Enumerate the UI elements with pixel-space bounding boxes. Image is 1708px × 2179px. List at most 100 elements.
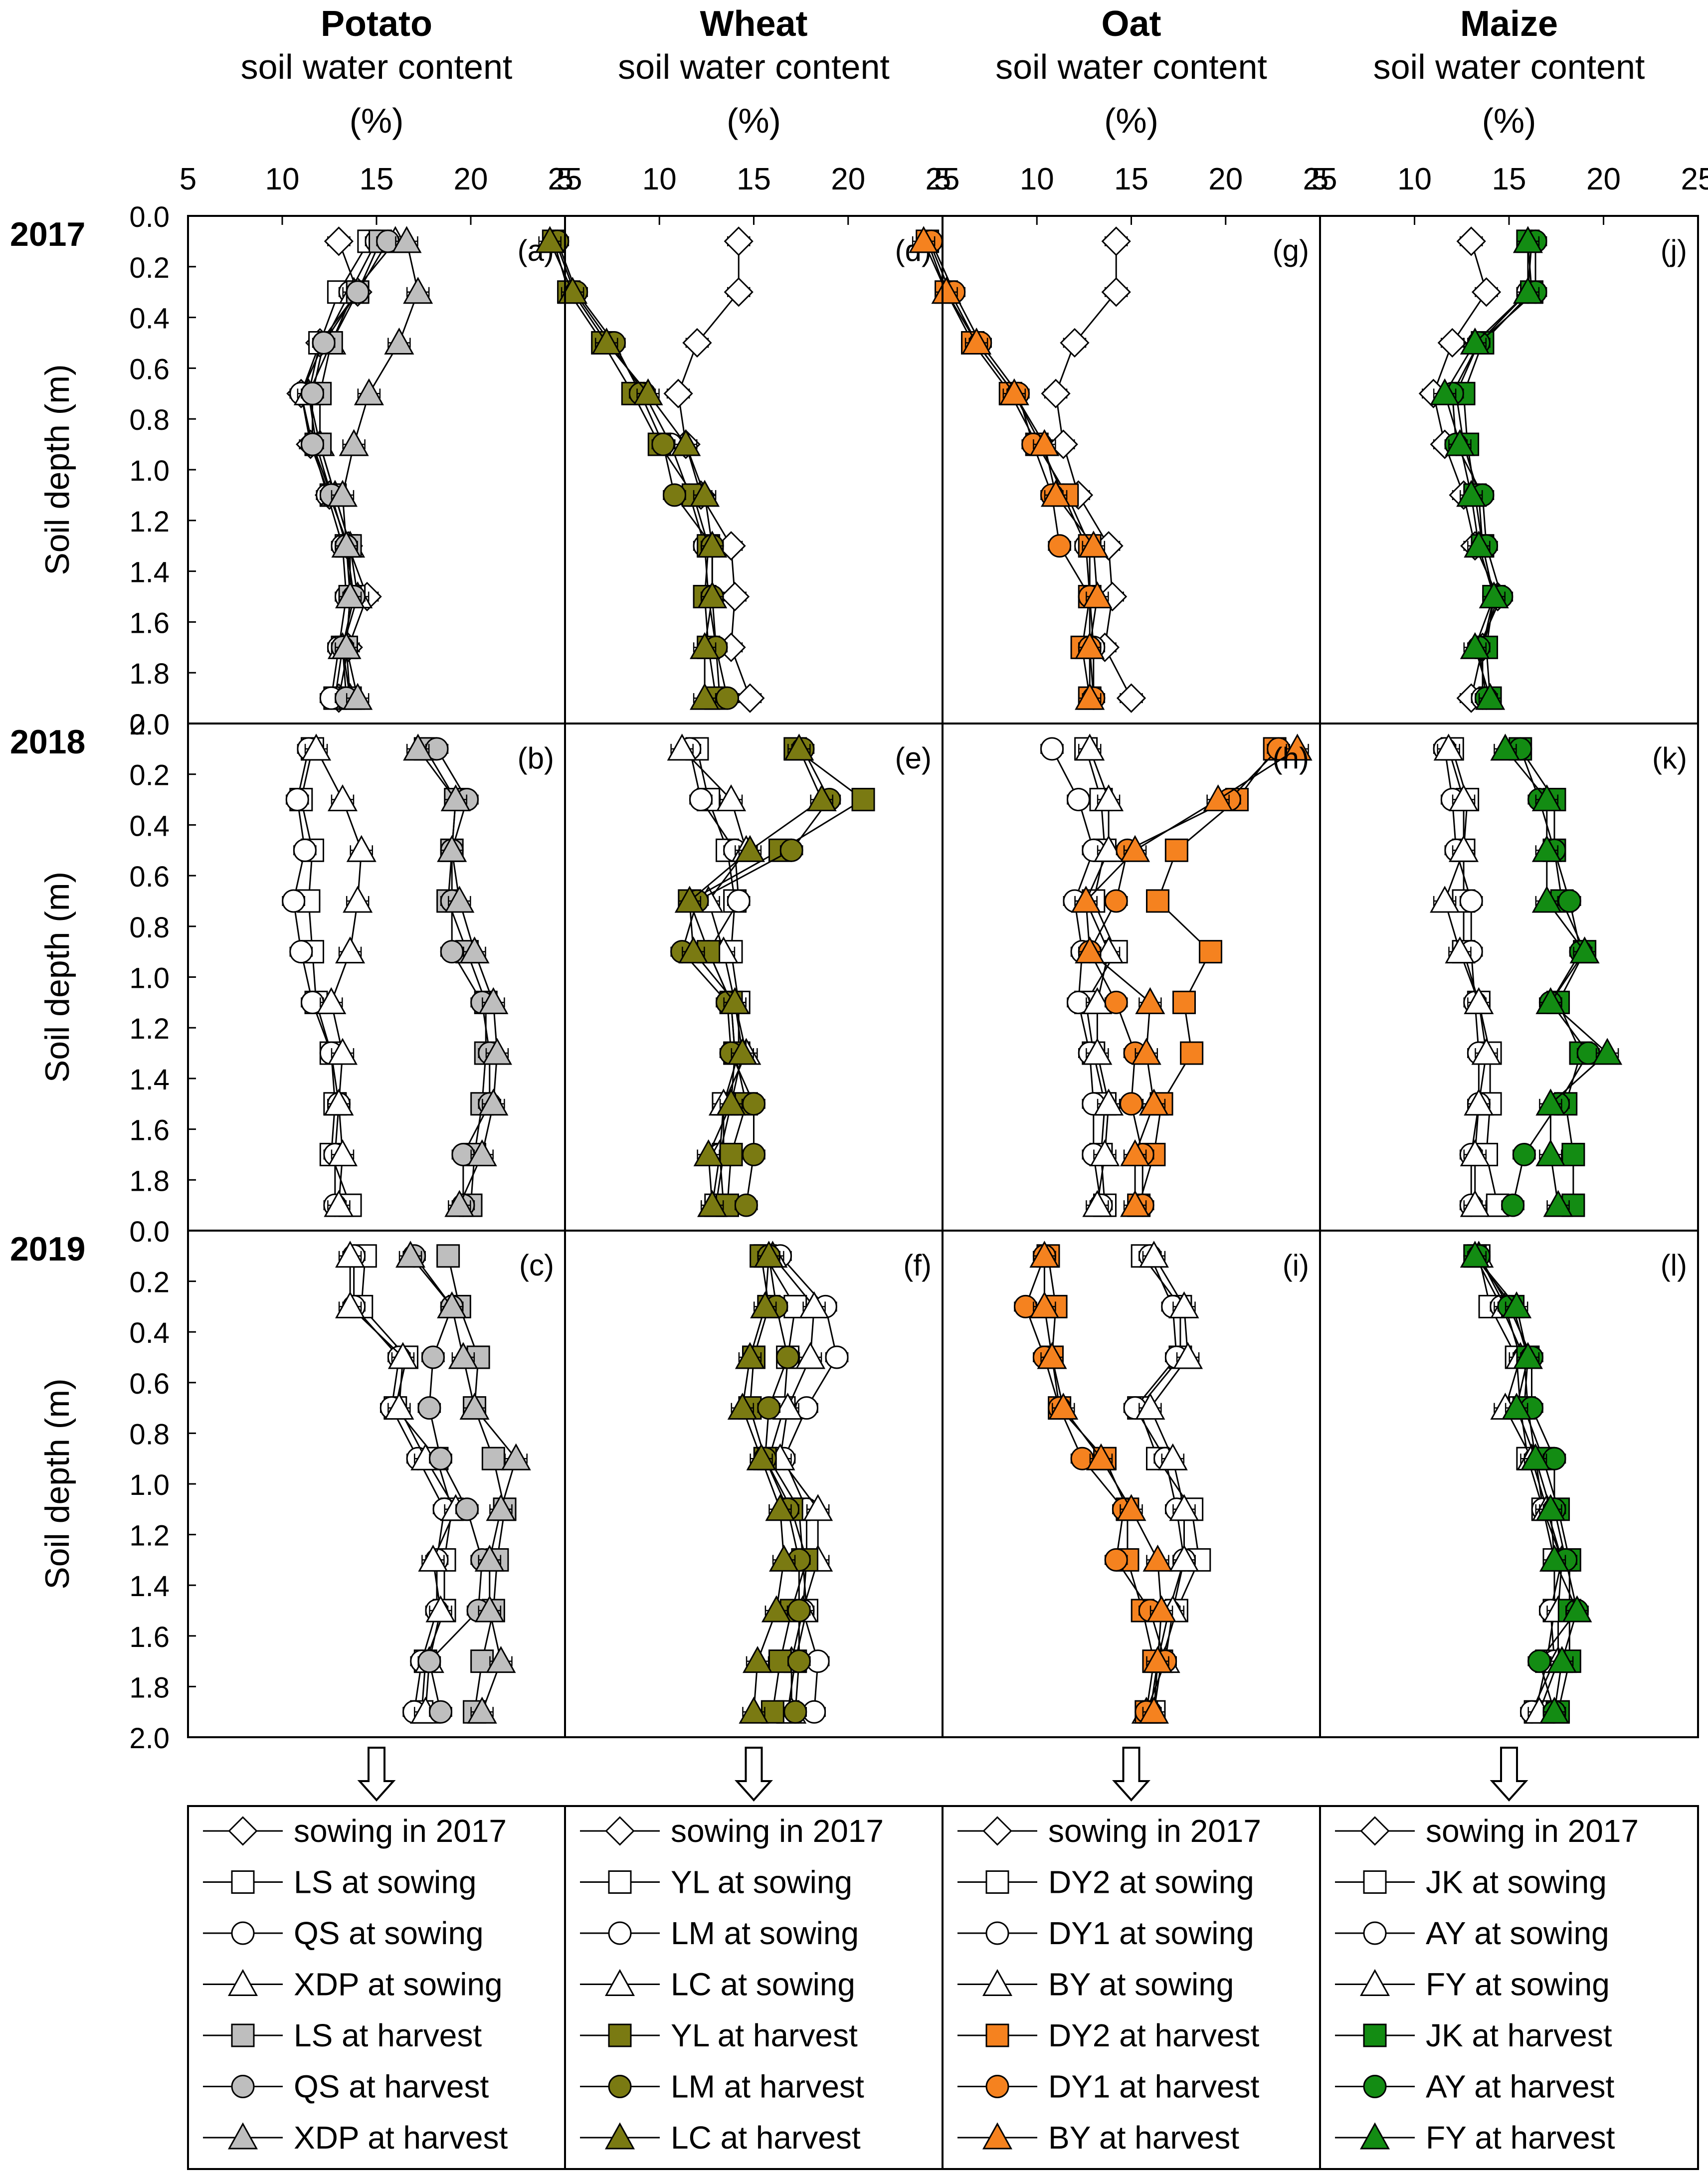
series-line bbox=[308, 241, 370, 699]
data-point-diamond bbox=[1116, 683, 1146, 713]
data-point-triangle bbox=[1535, 1089, 1566, 1116]
series-line bbox=[681, 748, 830, 1206]
data-point-triangle bbox=[690, 632, 720, 659]
x-axis-label: soil water content bbox=[241, 47, 513, 86]
y-tick-label: 1.4 bbox=[129, 1064, 170, 1096]
x-tick-label: 10 bbox=[1020, 162, 1054, 196]
y-axis-label: Soil depth (m) bbox=[38, 364, 76, 575]
data-point-triangle bbox=[727, 1038, 758, 1065]
data-point-triangle bbox=[1142, 1646, 1173, 1673]
data-point-circle bbox=[289, 940, 313, 964]
data-point-square bbox=[851, 788, 875, 812]
data-point-triangle bbox=[327, 1038, 358, 1065]
data-point-triangle bbox=[335, 1291, 366, 1318]
data-point-triangle bbox=[1430, 886, 1460, 913]
legend-item-label: BY at sowing bbox=[1048, 1967, 1234, 2002]
series-line bbox=[342, 241, 419, 699]
data-point-triangle bbox=[331, 632, 362, 659]
data-point-triangle bbox=[1535, 1139, 1566, 1166]
series-line bbox=[764, 1256, 807, 1712]
data-point-circle bbox=[787, 1599, 811, 1623]
series-line bbox=[319, 241, 381, 699]
data-point-triangle bbox=[1433, 733, 1464, 761]
legend-item-label: LM at harvest bbox=[671, 2069, 864, 2105]
data-point-triangle bbox=[803, 1494, 833, 1521]
legend-marker-triangle bbox=[604, 2122, 635, 2150]
x-tick-label: 25 bbox=[1681, 162, 1708, 196]
legend-item-label: QS at harvest bbox=[294, 2069, 489, 2105]
x-tick-label: 15 bbox=[1492, 162, 1526, 196]
series-line bbox=[293, 748, 340, 1206]
data-point-triangle bbox=[1094, 784, 1124, 812]
data-point-circle bbox=[1040, 737, 1064, 761]
data-point-triangle bbox=[327, 1139, 358, 1166]
panel-label: (g) bbox=[1273, 234, 1309, 267]
legend-marker-triangle bbox=[227, 2122, 258, 2150]
data-point-triangle bbox=[1490, 733, 1520, 761]
legend-item-label: JK at harvest bbox=[1426, 2017, 1612, 2053]
y-tick-label: 1.6 bbox=[129, 607, 170, 639]
data-point-circle bbox=[783, 1700, 807, 1724]
data-point-triangle bbox=[1445, 936, 1475, 964]
data-point-triangle bbox=[716, 1089, 747, 1116]
crop-title-wheat: Wheat bbox=[700, 4, 808, 44]
series-line bbox=[696, 748, 740, 1206]
data-point-triangle bbox=[1086, 1443, 1116, 1470]
data-point-triangle bbox=[1029, 1241, 1060, 1268]
x-tick-label: 10 bbox=[642, 162, 677, 196]
data-point-triangle bbox=[1135, 987, 1165, 1014]
series-line bbox=[929, 241, 1095, 699]
panel-oat-2018: (h) bbox=[1040, 733, 1313, 1217]
data-point-triangle bbox=[387, 1342, 418, 1369]
series-line bbox=[1478, 1256, 1578, 1712]
data-point-circle bbox=[779, 838, 803, 862]
data-point-triangle bbox=[1029, 1291, 1060, 1318]
data-point-triangle bbox=[1513, 277, 1543, 304]
data-point-triangle bbox=[806, 784, 837, 812]
x-tick-label: 20 bbox=[454, 162, 488, 196]
data-point-triangle bbox=[391, 226, 422, 253]
legend-maize: sowing in 2017 JK at sowing AY at sowing FY… bbox=[1335, 1813, 1639, 2156]
data-point-triangle bbox=[1539, 1696, 1570, 1724]
legend-item-label: AY at harvest bbox=[1426, 2069, 1615, 2105]
legend-item-label: LM at sowing bbox=[671, 1915, 859, 1951]
data-point-triangle bbox=[440, 784, 471, 812]
data-point-triangle bbox=[1078, 531, 1109, 558]
legend-wheat: sowing in 2017 YL at sowing LM at sowing LC… bbox=[580, 1813, 884, 2156]
series-line bbox=[436, 748, 491, 1206]
data-point-triangle bbox=[403, 277, 433, 304]
series-line bbox=[409, 1255, 517, 1712]
panel-label: (b) bbox=[518, 741, 554, 775]
data-point-triangle bbox=[1094, 1089, 1124, 1116]
y-tick-label: 1.6 bbox=[129, 1621, 170, 1653]
legend-item-label: BY at harvest bbox=[1048, 2120, 1239, 2156]
legend-item-label: DY1 at sowing bbox=[1048, 1915, 1254, 1951]
y-tick-label: 1.6 bbox=[129, 1114, 170, 1147]
data-point-triangle bbox=[1075, 936, 1105, 964]
y-tick-label: 0.0 bbox=[129, 1216, 170, 1248]
data-point-triangle bbox=[1075, 733, 1105, 761]
data-point-circle bbox=[1501, 1193, 1525, 1217]
data-point-circle bbox=[417, 1396, 441, 1420]
data-point-triangle bbox=[384, 1393, 414, 1420]
y-tick-label: 1.4 bbox=[129, 1570, 170, 1603]
legend-marker-circle bbox=[608, 2075, 632, 2098]
y-tick-label: 2.0 bbox=[129, 709, 170, 741]
legend-item-label: sowing in 2017 bbox=[1048, 1813, 1261, 1849]
data-point-circle bbox=[417, 1649, 441, 1673]
data-point-square bbox=[1164, 838, 1188, 862]
data-point-triangle bbox=[437, 1291, 467, 1318]
legend-marker-circle bbox=[231, 2075, 255, 2098]
data-point-triangle bbox=[403, 733, 433, 761]
y-tick-label: 1.4 bbox=[129, 556, 170, 589]
data-point-diamond bbox=[1101, 226, 1131, 256]
data-point-circle bbox=[1120, 1092, 1143, 1116]
data-point-triangle bbox=[1569, 936, 1600, 964]
data-point-triangle bbox=[354, 378, 384, 405]
panel-label: (k) bbox=[1652, 741, 1687, 775]
legend-marker-triangle bbox=[1359, 2122, 1390, 2150]
series-line bbox=[1505, 748, 1609, 1206]
legend-marker-circle bbox=[985, 2075, 1009, 2098]
data-point-triangle bbox=[1082, 1038, 1113, 1065]
